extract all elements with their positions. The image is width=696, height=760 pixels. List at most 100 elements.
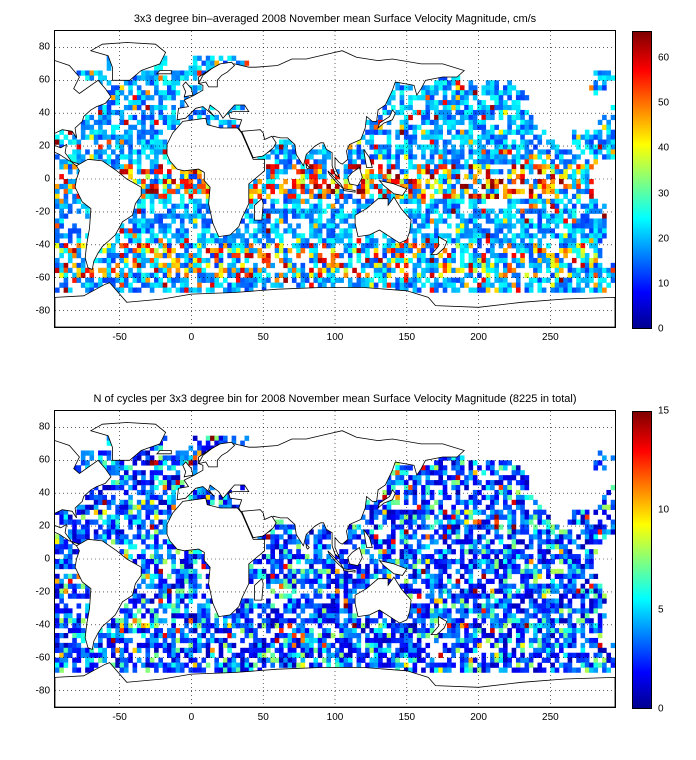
bin-cell (537, 277, 543, 283)
bin-cell (149, 559, 155, 565)
bin-cell (533, 243, 538, 249)
bin-cell (347, 223, 353, 229)
bin-cell (59, 593, 64, 599)
bin-cell (425, 203, 431, 209)
bin-cell (485, 544, 491, 550)
bin-cell (494, 618, 499, 624)
bin-cell (115, 519, 120, 525)
bin-cell (610, 105, 615, 111)
bin-cell (154, 257, 159, 264)
bin-cell (507, 282, 512, 288)
bin-cell (494, 514, 499, 520)
bin-cell (136, 129, 142, 135)
bin-cell (442, 154, 448, 160)
bin-cell (89, 129, 95, 135)
bin-cell (149, 282, 155, 288)
bin-cell (197, 583, 202, 589)
bin-cell (429, 253, 435, 259)
bin-cell (515, 124, 521, 130)
bin-cell (451, 203, 456, 209)
bin-cell (154, 144, 159, 150)
bin-cell (326, 262, 331, 269)
bin-cell (330, 618, 336, 624)
bin-cell (119, 119, 125, 126)
bin-cell (347, 169, 353, 175)
bin-cell (408, 198, 413, 204)
bin-cell (223, 618, 228, 624)
bin-cell (459, 193, 465, 200)
bin-cell (520, 549, 525, 555)
bin-cell (330, 568, 336, 575)
bin-cell (447, 193, 452, 200)
bin-cell (335, 233, 340, 239)
bin-cell (472, 218, 478, 224)
bin-cell (141, 134, 146, 140)
bin-cell (399, 109, 405, 116)
bin-cell (563, 554, 568, 560)
bin-cell (472, 603, 478, 609)
bin-cell (472, 608, 478, 614)
bin-cell (313, 603, 319, 609)
bin-cell (201, 494, 207, 501)
bin-cell (154, 539, 159, 545)
bin-cell (442, 494, 448, 501)
bin-cell (533, 208, 538, 214)
bin-cell (554, 544, 560, 550)
bin-cell (382, 149, 387, 155)
bin-cell (106, 628, 112, 634)
bin-cell (429, 95, 435, 101)
bin-cell (571, 608, 577, 614)
bin-cell (602, 75, 607, 81)
bin-cell (541, 603, 547, 609)
bin-cell (231, 267, 237, 274)
bin-cell (589, 583, 594, 589)
bin-cell (205, 188, 211, 195)
bin-cell (373, 129, 379, 135)
bin-cell (528, 534, 534, 540)
bin-cell (145, 80, 151, 86)
bin-cell (403, 277, 409, 283)
bin-cell (365, 179, 370, 185)
bin-cell (464, 188, 469, 195)
bin-cell (442, 100, 448, 106)
bin-cell (201, 203, 207, 209)
bin-cell (421, 544, 426, 550)
bin-cell (136, 169, 142, 175)
bin-cell (360, 529, 366, 535)
bin-cell (343, 218, 349, 224)
bin-cell (111, 514, 116, 520)
bin-cell (434, 114, 439, 121)
bin-cell (511, 159, 517, 165)
bin-cell (520, 223, 525, 229)
bin-cell (261, 198, 267, 204)
bin-cell (175, 183, 181, 190)
bin-cell (119, 169, 125, 175)
bin-cell (279, 549, 284, 555)
bin-cell (468, 183, 474, 190)
bin-cell (597, 223, 603, 229)
bin-cell (128, 628, 133, 634)
bin-cell (115, 539, 120, 545)
bin-cell (59, 578, 64, 584)
bin-cell (606, 154, 611, 160)
bin-cell (188, 598, 194, 604)
bin-cell (141, 277, 146, 283)
bin-cell (317, 159, 323, 165)
bin-cell (179, 198, 185, 204)
y-tick-label: 0 (44, 173, 50, 185)
bin-cell (136, 198, 142, 204)
bin-cell (119, 628, 125, 634)
bin-cell (438, 465, 443, 471)
bin-cell (515, 105, 521, 111)
bin-cell (511, 583, 517, 589)
bin-cell (395, 109, 400, 116)
bin-cell (235, 228, 241, 234)
bin-cell (537, 608, 543, 614)
bin-cell (464, 578, 469, 584)
bin-cell (511, 233, 517, 239)
bin-cell (447, 544, 452, 550)
bin-cell (541, 613, 547, 619)
bin-cell (459, 218, 465, 224)
bin-cell (296, 159, 301, 165)
bin-cell (67, 287, 73, 293)
